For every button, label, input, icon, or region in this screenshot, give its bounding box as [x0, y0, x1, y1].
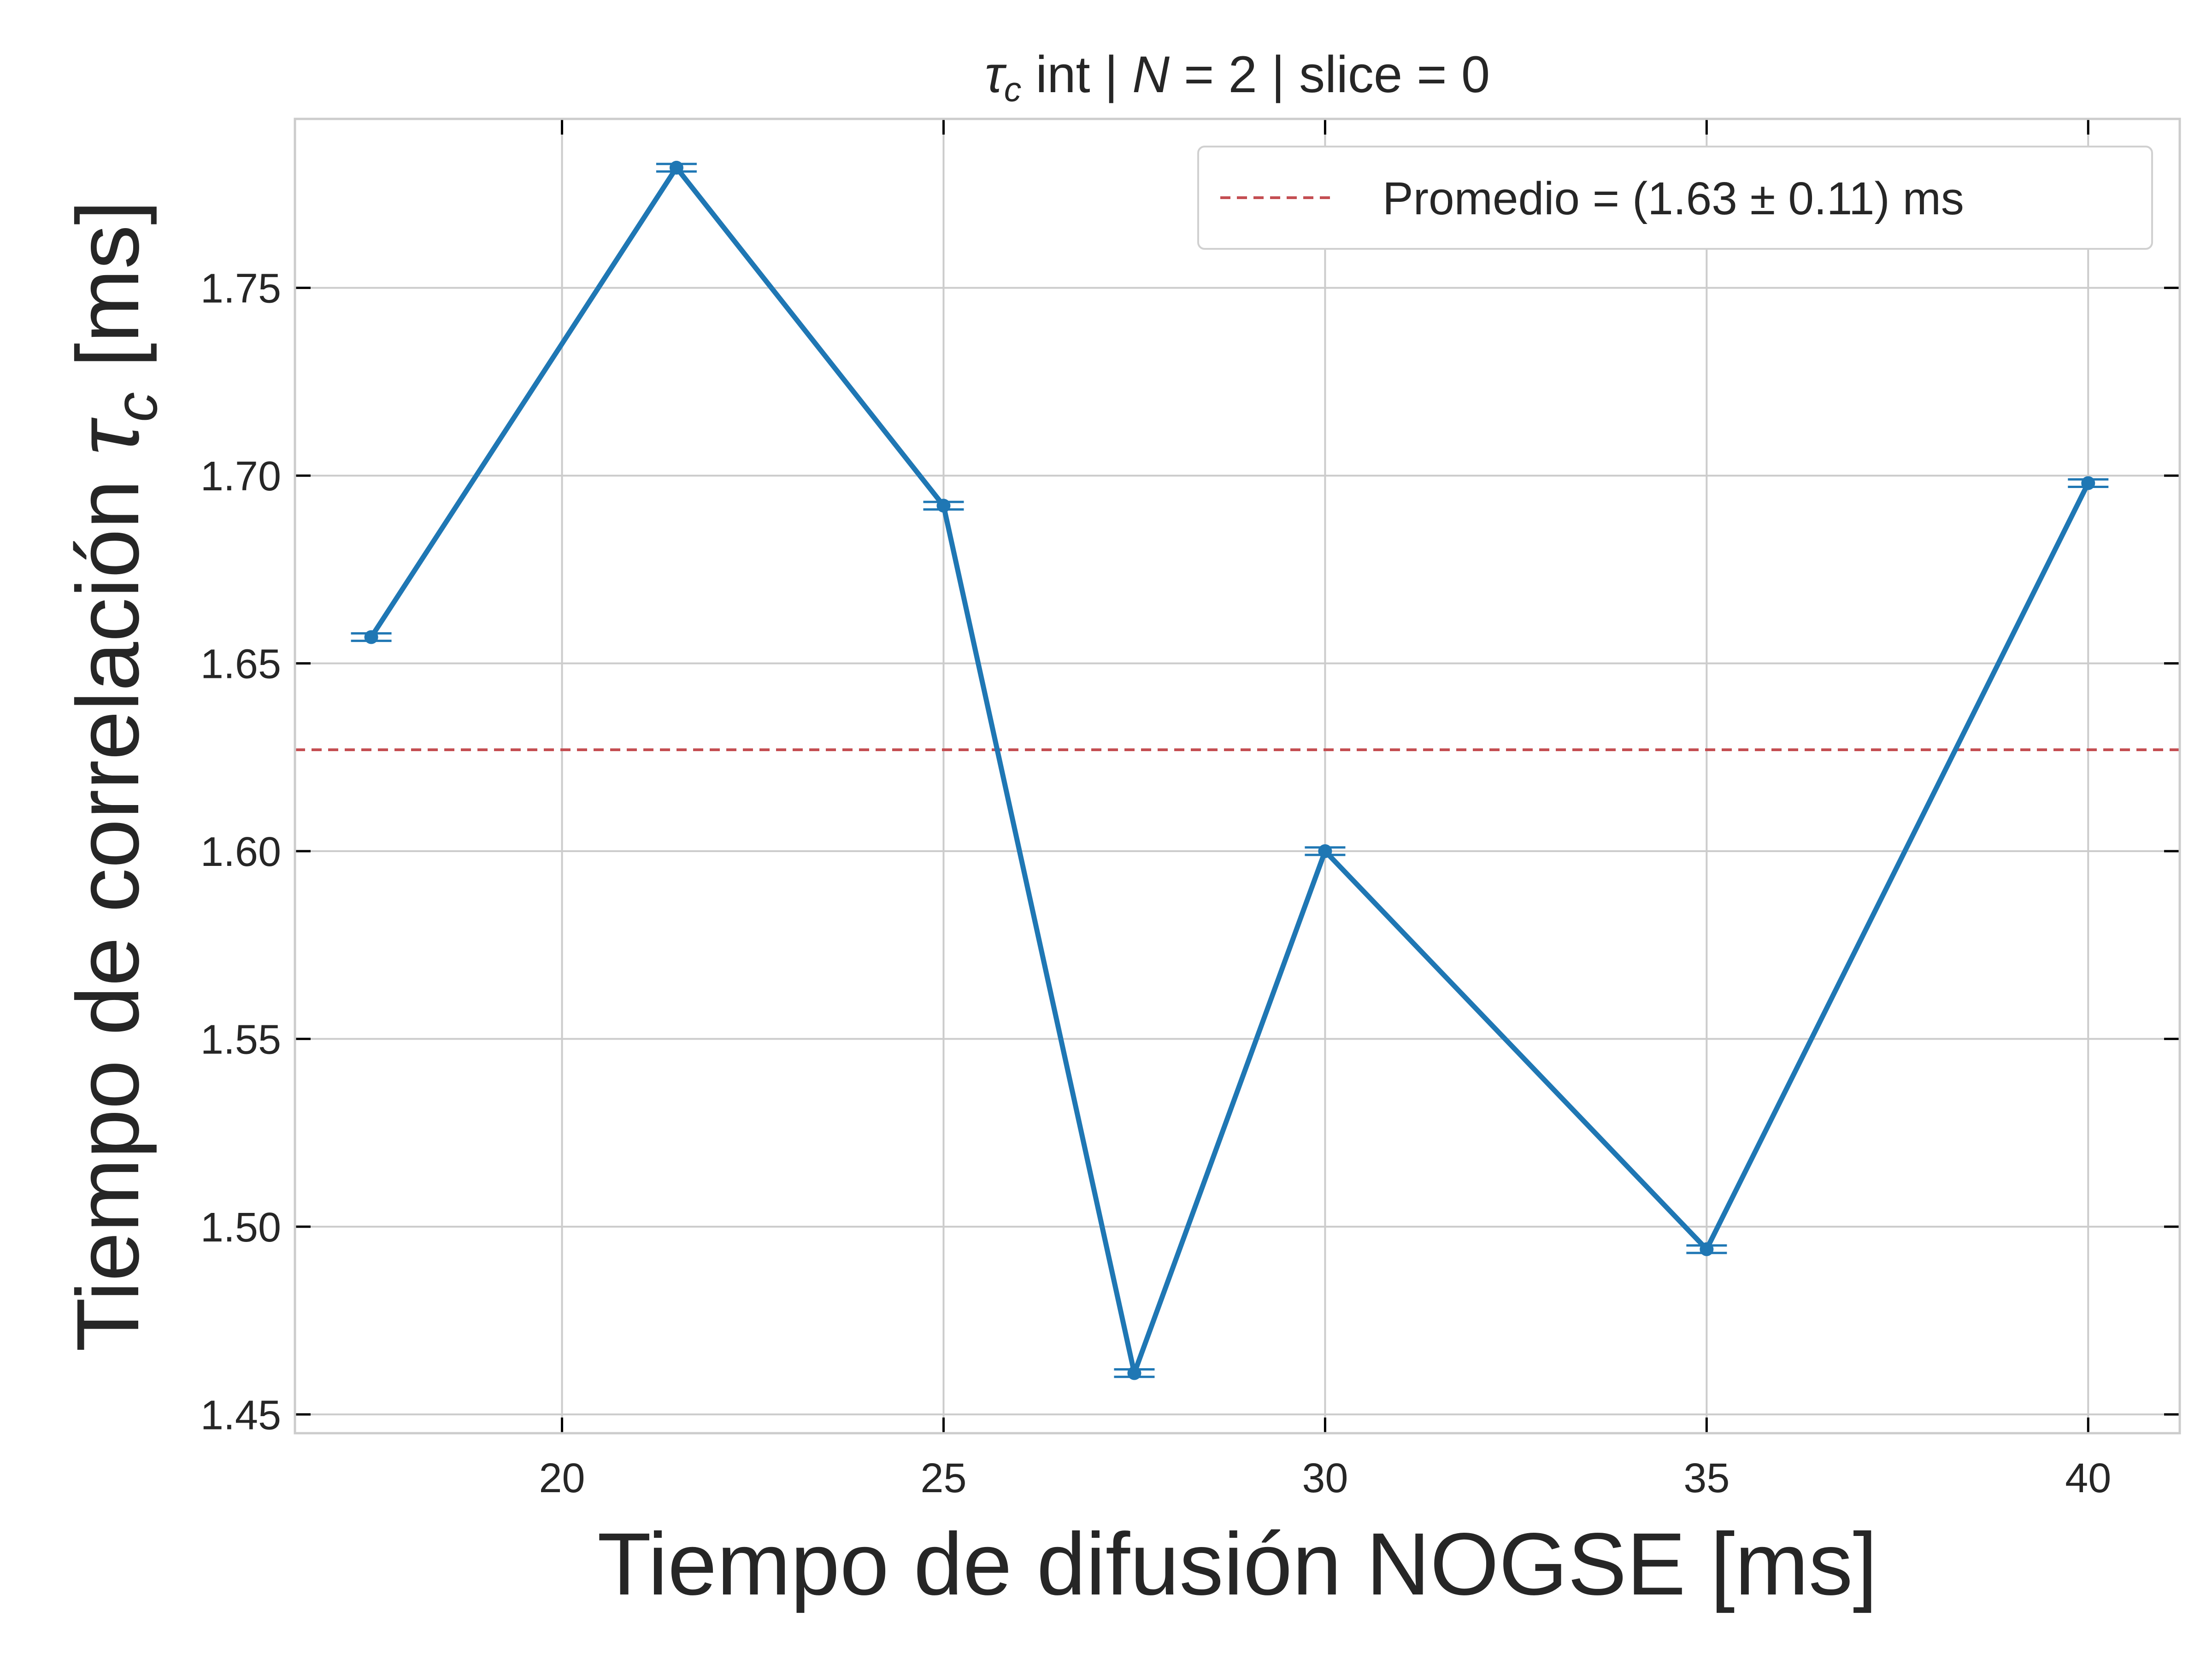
data-point: [669, 160, 683, 175]
legend-label: Promedio = (1.63 ± 0.11) ms: [1382, 173, 1964, 224]
data-point: [1318, 844, 1332, 858]
plot-frame: [294, 118, 2181, 1435]
y-tick-label: 1.75: [200, 266, 281, 312]
y-axis-label: Tiempo de correlación τc [ms]: [58, 200, 170, 1352]
y-tick-label: 1.55: [200, 1017, 281, 1063]
y-tick-label: 1.45: [200, 1392, 281, 1438]
y-tick-label: 1.50: [200, 1205, 281, 1251]
series: [351, 160, 2109, 1380]
x-tick-label: 25: [920, 1455, 966, 1501]
legend: Promedio = (1.63 ± 0.11) ms: [1197, 146, 2153, 250]
series-line: [369, 165, 2091, 1376]
ticks: 20 25 30 35 40 1.45 1.50 1.55 1.60 1.65 1.70 1.75: [200, 119, 2180, 1501]
x-tick-label: 20: [539, 1455, 585, 1501]
data-point: [1127, 1366, 1141, 1380]
data-point: [364, 630, 378, 644]
x-axis-label: Tiempo de difusión NOGSE [ms]: [597, 1514, 1877, 1613]
chart-title: τc int | N = 2 | slice = 0: [985, 46, 1490, 109]
legend-box: [1197, 146, 2153, 250]
y-tick-label: 1.60: [200, 829, 281, 875]
data-point: [936, 499, 951, 513]
x-tick-label: 35: [1683, 1455, 1730, 1501]
x-tick-label: 30: [1302, 1455, 1348, 1501]
y-tick-label: 1.70: [200, 453, 281, 500]
grid: [295, 119, 2180, 1433]
y-tick-label: 1.65: [200, 641, 281, 688]
data-point: [1700, 1242, 1714, 1256]
x-tick-label: 40: [2065, 1455, 2111, 1501]
data-point: [2081, 476, 2095, 490]
